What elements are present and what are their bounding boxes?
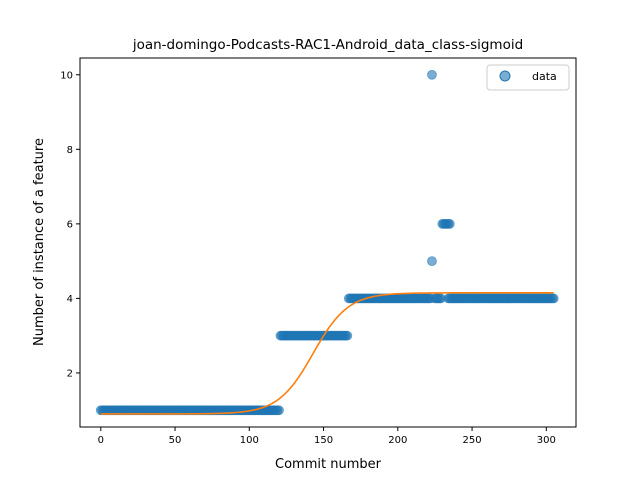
- y-tick-label: 8: [67, 145, 73, 156]
- chart-title: joan-domingo-Podcasts-RAC1-Android_data_…: [132, 37, 523, 53]
- plot-frame: [79, 57, 577, 428]
- data-point: [427, 256, 437, 267]
- data-point: [274, 405, 284, 416]
- y-tick-label: 10: [60, 70, 73, 81]
- x-axis: 0 50 100 150 200 250 300: [98, 427, 556, 446]
- y-tick-label: 4: [67, 294, 73, 305]
- x-tick-label: 50: [169, 435, 182, 446]
- data-point: [342, 330, 353, 341]
- plot-area: [80, 58, 576, 427]
- legend-marker: [499, 70, 511, 82]
- data-point: [427, 69, 437, 80]
- data-point: [548, 293, 559, 304]
- x-tick-label: 200: [388, 435, 407, 446]
- x-tick-label: 0: [98, 435, 104, 446]
- x-axis-label: Commit number: [275, 457, 382, 472]
- y-tick-label: 6: [67, 219, 73, 230]
- legend: data: [486, 64, 570, 91]
- legend-entry-data: data: [532, 70, 557, 83]
- y-tick-label: 2: [67, 368, 73, 379]
- fit-line-group: [100, 292, 554, 415]
- sigmoid-fit-line: [100, 292, 554, 415]
- x-tick-label: 150: [314, 435, 333, 446]
- y-axis-label: Number of instance of a feature: [32, 138, 47, 346]
- x-tick-label: 300: [537, 435, 556, 446]
- x-tick-label: 100: [240, 435, 259, 446]
- x-tick-label: 250: [463, 435, 482, 446]
- data-point: [444, 218, 455, 229]
- y-axis: 2 4 6 8 10: [60, 70, 80, 379]
